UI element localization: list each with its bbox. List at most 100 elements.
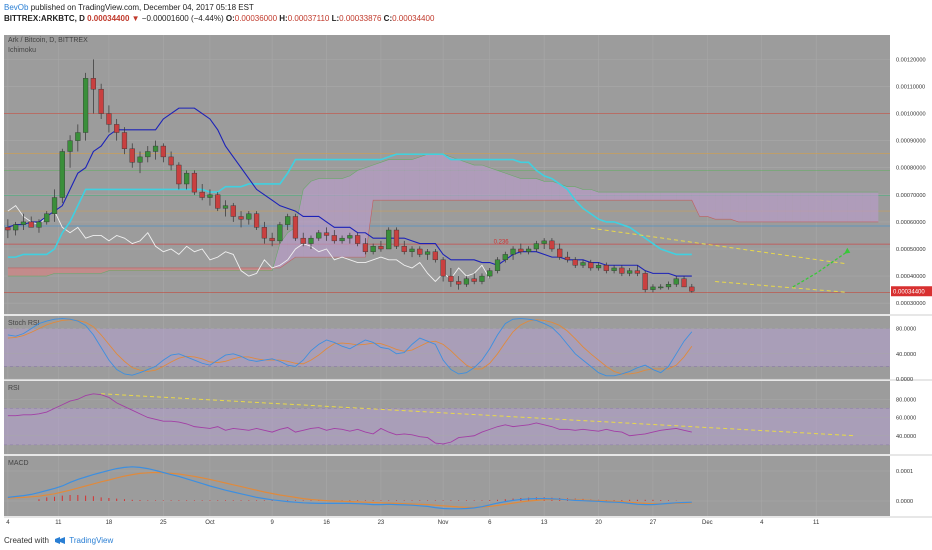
rsi-y-tick: 60.0000 <box>896 416 916 422</box>
ichimoku-label: Ichimoku <box>8 47 36 54</box>
last-price-label: 0.00034400 <box>893 290 925 296</box>
cloud-segment <box>357 167 366 258</box>
cloud-segment <box>847 192 856 222</box>
stoch-d-line <box>7 319 693 375</box>
candle <box>316 230 322 241</box>
candle-body <box>494 259 501 271</box>
candle <box>129 143 135 168</box>
candle <box>176 162 182 190</box>
x-tick-label: 27 <box>650 520 657 526</box>
candle <box>386 227 392 250</box>
cloud-segment <box>528 178 537 201</box>
cloud-segment <box>722 192 731 220</box>
cloud-segment <box>761 192 770 222</box>
candle <box>152 140 159 160</box>
candle <box>432 248 438 263</box>
cloud-segment <box>513 175 521 201</box>
candle-body <box>627 270 633 274</box>
macd-title: MACD <box>8 460 29 467</box>
candle-body <box>199 191 205 198</box>
cloud-segment <box>777 192 786 222</box>
candle-body <box>59 151 65 198</box>
cloud-segment <box>738 192 747 222</box>
cloud-segment <box>575 186 584 201</box>
author-link[interactable]: BevOb <box>4 3 29 12</box>
cloud-segment <box>870 192 879 222</box>
candle-body <box>44 213 50 223</box>
cloud-segment <box>342 175 350 258</box>
chart-canvas[interactable]: 4 11 18 25 Oct 9 16 23 Nov 6 13 20 27 Dec 4 11 0.0012000… <box>0 28 932 528</box>
cloud-segment <box>816 192 824 222</box>
cloud-segment <box>443 154 451 201</box>
cloud-segment <box>660 192 669 201</box>
candle-body <box>5 227 11 231</box>
tradingview-brand[interactable]: TradingView <box>69 536 114 545</box>
y-tick-label: 0.00110000 <box>896 84 925 90</box>
cloud-segment <box>85 267 94 274</box>
cloud-segment <box>171 267 179 271</box>
cloud-segment <box>77 267 86 274</box>
open-label: O: <box>225 14 235 23</box>
candle-body <box>36 221 42 228</box>
candle-body <box>440 259 446 277</box>
candle-body <box>82 78 89 133</box>
candle <box>533 240 539 252</box>
candle-body <box>673 278 679 285</box>
candle-body <box>393 229 400 247</box>
candle <box>191 170 198 195</box>
x-tick-label: Nov <box>438 520 449 526</box>
cloud-segment <box>652 192 661 201</box>
candle <box>215 192 221 212</box>
cloud-segment <box>93 267 102 274</box>
candle <box>393 227 400 249</box>
candle <box>75 124 81 152</box>
cloud-segment <box>124 267 133 271</box>
candle <box>355 232 361 247</box>
cloud-segment <box>699 192 708 217</box>
candle-body <box>13 224 19 231</box>
candle <box>634 265 641 277</box>
cloud-segment <box>15 267 24 277</box>
cloud-segment <box>458 159 467 201</box>
candle <box>207 189 213 206</box>
candle-body <box>588 262 594 269</box>
cloud-segment <box>808 192 817 222</box>
cloud-segment <box>823 192 832 222</box>
rsi-title: RSI <box>8 385 20 392</box>
candle <box>90 59 96 114</box>
cloud-segment <box>233 267 242 271</box>
cloud-segment <box>310 178 319 258</box>
candle-body <box>67 140 73 152</box>
x-tick-label: 6 <box>488 520 492 526</box>
y-tick-label: 0.00030000 <box>896 301 926 307</box>
down-arrow-icon: ▼ <box>131 14 140 23</box>
cloud-segment <box>217 267 226 271</box>
candle-body <box>129 148 135 163</box>
candle-body <box>448 275 454 282</box>
candle <box>253 211 260 231</box>
candle <box>557 243 563 260</box>
candle <box>665 281 672 290</box>
candle <box>525 246 532 255</box>
candle-body <box>300 237 306 244</box>
candle-body <box>611 267 617 271</box>
candle-body <box>487 270 493 277</box>
pane-background-macd <box>4 456 890 516</box>
cloud-segment <box>46 267 55 277</box>
cloud-segment <box>202 267 210 271</box>
candle <box>580 259 586 268</box>
candle-body <box>424 251 431 255</box>
candle-body <box>650 286 656 290</box>
cloud-segment <box>753 192 762 222</box>
cloud-segment <box>427 154 436 201</box>
cloud-segment <box>598 192 607 201</box>
y-tick-label: 0.00090000 <box>896 139 926 145</box>
rsi-band <box>4 408 890 445</box>
candle-body <box>308 237 314 244</box>
cloud-segment <box>194 267 203 271</box>
candle <box>82 72 89 141</box>
kijun-line <box>7 153 692 258</box>
candle <box>13 221 19 236</box>
cloud-segment <box>209 267 218 271</box>
candle <box>549 238 555 252</box>
